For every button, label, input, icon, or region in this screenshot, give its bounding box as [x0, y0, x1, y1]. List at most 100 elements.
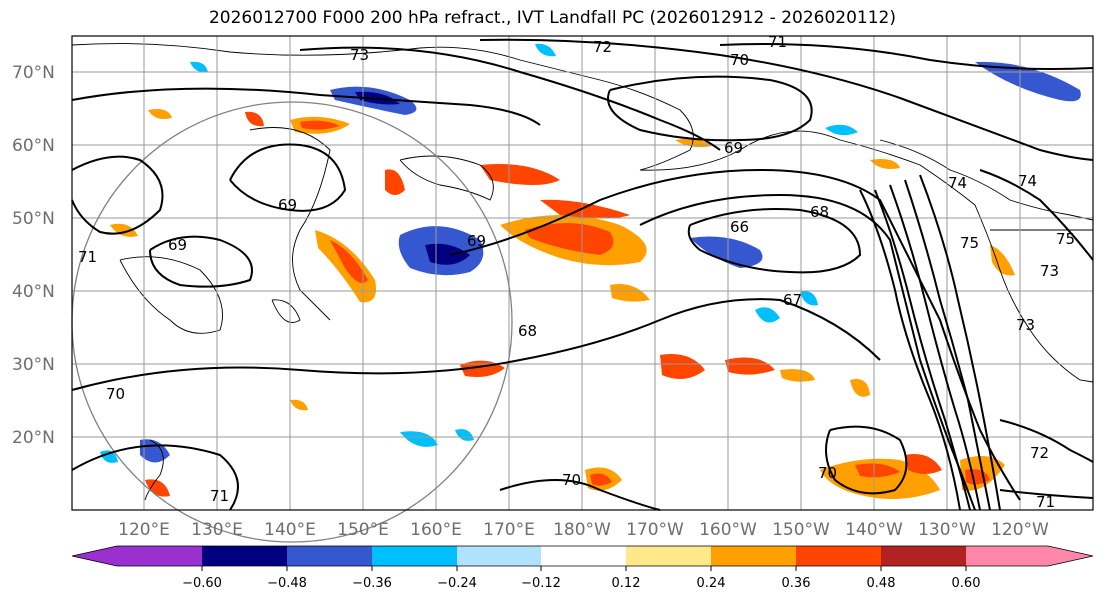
contour-label: 73	[350, 46, 369, 64]
shading-negative	[825, 124, 858, 136]
lon-tick-label: 140°E	[264, 520, 316, 540]
shading-positive	[290, 399, 308, 411]
lat-tick-label: 60°N	[12, 136, 55, 156]
shading-negative	[800, 291, 818, 306]
contour-label: 71	[78, 248, 97, 266]
shading-positive	[330, 240, 368, 284]
contour-label: 75	[1056, 230, 1075, 248]
lon-tick-label: 170°W	[626, 520, 684, 540]
lon-tick-label: 120°E	[118, 520, 170, 540]
lon-tick-label: 130°W	[918, 520, 976, 540]
lon-tick-label: 150°W	[772, 520, 830, 540]
colorbar-extend-low	[72, 546, 117, 566]
contour-label: 74	[1018, 172, 1037, 190]
map-panel: 73 72 71 70 69 69 69 69 66 68 67 68 70 7…	[71, 33, 1094, 543]
shading-positive	[990, 245, 1015, 276]
shading-positive	[148, 109, 172, 119]
contour-label: 71	[210, 487, 229, 505]
lat-tick-label: 30°N	[12, 355, 55, 375]
contour-label: 68	[810, 203, 829, 221]
colorbar-tick-label: −0.12	[521, 576, 561, 591]
figure-title: 2026012700 F000 200 hPa refract., IVT La…	[208, 8, 896, 28]
contour-label: 70	[106, 385, 125, 403]
shading-negative	[100, 450, 118, 463]
refractivity-contours	[71, 38, 1094, 511]
contour-label: 69	[724, 139, 743, 157]
shading-positive	[870, 159, 900, 169]
shading-positive	[780, 369, 815, 382]
shading-negative	[400, 431, 438, 447]
colorbar-tick-label: 0.60	[952, 576, 981, 591]
colorbar-outline	[71, 545, 1094, 567]
contour-labels: 73 72 71 70 69 69 69 69 66 68 67 68 70 7…	[78, 33, 1075, 511]
shading-positive	[385, 169, 405, 195]
shading-negative	[455, 429, 474, 441]
shading-positive	[855, 463, 900, 478]
shading-positive	[725, 357, 775, 375]
contour-label: 68	[518, 322, 537, 340]
shading-negative	[690, 236, 763, 268]
contour-label: 75	[960, 234, 979, 252]
colorbar-segment	[881, 546, 966, 566]
colorbar-tick-label: 0.36	[782, 576, 811, 591]
colorbar-tick-label: 0.48	[867, 576, 896, 591]
shading-positive	[850, 379, 870, 397]
colorbar-segment	[457, 546, 541, 566]
contour-label: 73	[1040, 262, 1059, 280]
longitude-labels: 120°E 130°E 140°E 150°E 160°E 170°E 180°…	[118, 520, 1049, 540]
shading-positive	[110, 223, 138, 237]
contour-label: 67	[783, 291, 802, 309]
colorbar-tick-label: −0.36	[352, 576, 392, 591]
colorbar-tick-label: −0.48	[267, 576, 307, 591]
lon-tick-label: 170°E	[483, 520, 535, 540]
contour-label: 69	[168, 236, 187, 254]
colorbar-segment	[796, 546, 881, 566]
colorbar-tick-label: 0.12	[612, 576, 641, 591]
lon-tick-label: 150°E	[337, 520, 389, 540]
contour-label: 70	[818, 464, 837, 482]
gridlines	[72, 36, 1093, 510]
lon-tick-label: 180°W	[553, 520, 611, 540]
colorbar-segment	[202, 546, 287, 566]
shading-positive	[540, 199, 630, 219]
lon-tick-label: 160°E	[410, 520, 462, 540]
contour-label: 69	[278, 196, 297, 214]
lat-tick-label: 50°N	[12, 209, 55, 229]
contour-label: 71	[768, 33, 787, 51]
lat-tick-label: 40°N	[12, 282, 55, 302]
colorbar-segment	[541, 546, 626, 566]
shading-positive	[245, 111, 264, 127]
shading-negative	[190, 61, 208, 73]
map-frame	[71, 35, 1094, 511]
shading-positive	[905, 454, 942, 474]
contour-label: 73	[1016, 316, 1035, 334]
colorbar-tick-label: −0.60	[182, 576, 222, 591]
lon-tick-label: 140°W	[845, 520, 903, 540]
shading-positive	[525, 222, 614, 255]
colorbar-segment	[372, 546, 457, 566]
colorbar-tick-labels: −0.60 −0.48 −0.36 −0.24 −0.12 0.12 0.24 …	[182, 576, 980, 591]
colorbar-extend-high	[966, 546, 1093, 566]
contour-label: 72	[593, 38, 612, 56]
contour-label: 69	[467, 232, 486, 250]
shading-negative	[755, 307, 780, 323]
shading-positive	[145, 479, 170, 497]
colorbar-ticks	[201, 566, 967, 571]
colorbar-segment	[711, 546, 796, 566]
colorbar-segment	[287, 546, 372, 566]
shading-positive	[590, 473, 612, 486]
lon-tick-label: 160°W	[699, 520, 757, 540]
colorbar-segment	[117, 546, 202, 566]
contour-label: 71	[1036, 493, 1055, 511]
latitude-labels: 70°N 60°N 50°N 40°N 30°N 20°N	[12, 63, 55, 448]
lon-tick-label: 130°E	[191, 520, 243, 540]
coastlines	[71, 43, 1094, 501]
shading-negative	[535, 43, 556, 57]
contour-label: 66	[730, 218, 749, 236]
shading-positive	[610, 284, 650, 302]
contour-label: 72	[1030, 444, 1049, 462]
contour-label: 74	[948, 174, 967, 192]
lat-tick-label: 70°N	[12, 63, 55, 83]
colorbar-tick-label: −0.24	[437, 576, 477, 591]
